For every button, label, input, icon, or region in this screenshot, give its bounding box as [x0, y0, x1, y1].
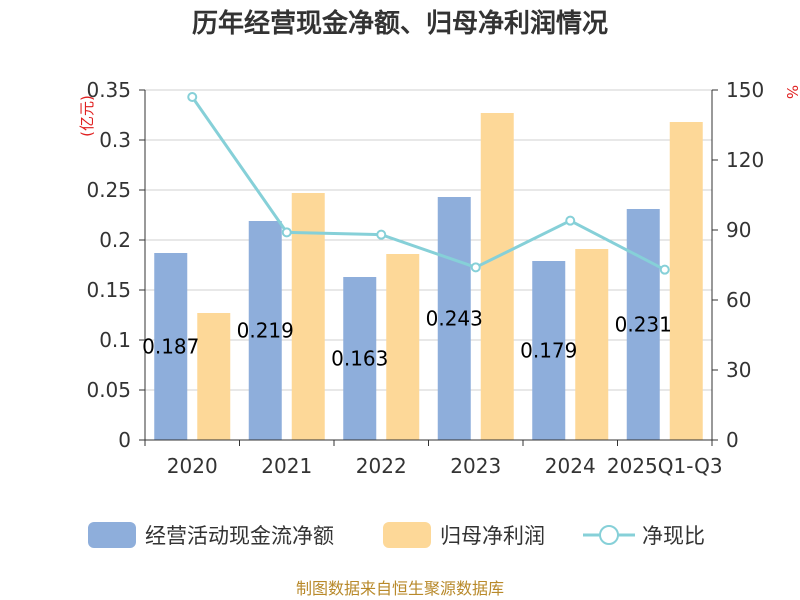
bar-operating-cash-flow: [248, 221, 282, 440]
bar-net-profit: [669, 122, 703, 440]
gridlines: [145, 89, 712, 391]
ratio-line-point: [470, 262, 481, 273]
bar-value-label: 0.231: [615, 313, 672, 337]
ratio-line: [187, 92, 670, 275]
bar-net-profit: [386, 254, 420, 440]
ratio-line-point: [659, 264, 670, 275]
ratio-line-point: [376, 229, 387, 240]
left-tick-label: 0.05: [86, 378, 131, 402]
left-tick-label: 0.15: [86, 278, 131, 302]
bar-value-label: 0.243: [426, 307, 483, 331]
left-tick-label: 0.25: [86, 178, 131, 202]
x-tick-label: 2024: [545, 454, 596, 478]
legend-label: 经营活动现金流净额: [145, 524, 334, 548]
x-tick-label: 2021: [261, 454, 312, 478]
right-tick-label: 0: [726, 428, 739, 452]
left-tick-label: 0.35: [86, 78, 131, 102]
left-tick-label: 0.1: [99, 328, 131, 352]
ratio-line-point: [187, 92, 198, 102]
x-tick-label: 2020: [167, 454, 218, 478]
ratio-line-point: [281, 227, 292, 238]
legend-label: 净现比: [642, 524, 705, 548]
data-labels: 0.187 0.219 0.163 0.243 0.179 0.231: [142, 307, 672, 371]
bar-operating-cash-flow: [154, 253, 188, 440]
bar-operating-cash-flow: [626, 209, 660, 440]
x-tick-label: 2022: [356, 454, 407, 478]
bar-operating-cash-flow: [437, 197, 471, 440]
axes: 0 0.05 0.1 0.15 0.2 0.25 0.3 0.35 0 30 60 90 120 150 2…: [86, 78, 764, 478]
left-axis-unit: (亿元): [78, 95, 96, 137]
bars: [154, 113, 703, 440]
legend-marker: [599, 525, 619, 545]
bar-net-profit: [291, 193, 325, 440]
legend-swatch: [88, 522, 136, 548]
x-tick-label: 2025Q1-Q3: [607, 454, 723, 478]
ratio-line-path: [191, 96, 666, 271]
bar-value-label: 0.187: [142, 335, 199, 359]
x-tick-label: 2023: [450, 454, 501, 478]
bar-net-profit: [480, 113, 514, 440]
right-tick-label: 90: [726, 218, 751, 242]
bar-value-label: 0.219: [237, 319, 294, 343]
bar-value-label: 0.179: [520, 339, 577, 363]
left-tick-label: 0.2: [99, 228, 131, 252]
left-tick-label: 0.3: [99, 128, 131, 152]
right-tick-label: 30: [726, 358, 751, 382]
right-tick-label: 60: [726, 288, 751, 312]
right-tick-label: 120: [726, 148, 764, 172]
right-tick-label: 150: [726, 78, 764, 102]
chart-title: 历年经营现金净额、归母净利润情况: [192, 8, 608, 39]
bar-net-profit: [197, 313, 231, 440]
legend[interactable]: 经营活动现金流净额 归母净利润 净现比: [88, 522, 705, 548]
source-note: 制图数据来自恒生聚源数据库: [296, 579, 504, 598]
bar-value-label: 0.163: [331, 347, 388, 371]
bar-operating-cash-flow: [343, 277, 377, 440]
left-tick-label: 0: [118, 428, 131, 452]
bar-operating-cash-flow: [532, 261, 566, 440]
ratio-line-point: [565, 215, 576, 226]
legend-label: 归母净利润: [440, 524, 545, 548]
right-axis-unit: %: [783, 85, 800, 99]
bar-net-profit: [575, 249, 609, 440]
legend-swatch: [383, 522, 431, 548]
